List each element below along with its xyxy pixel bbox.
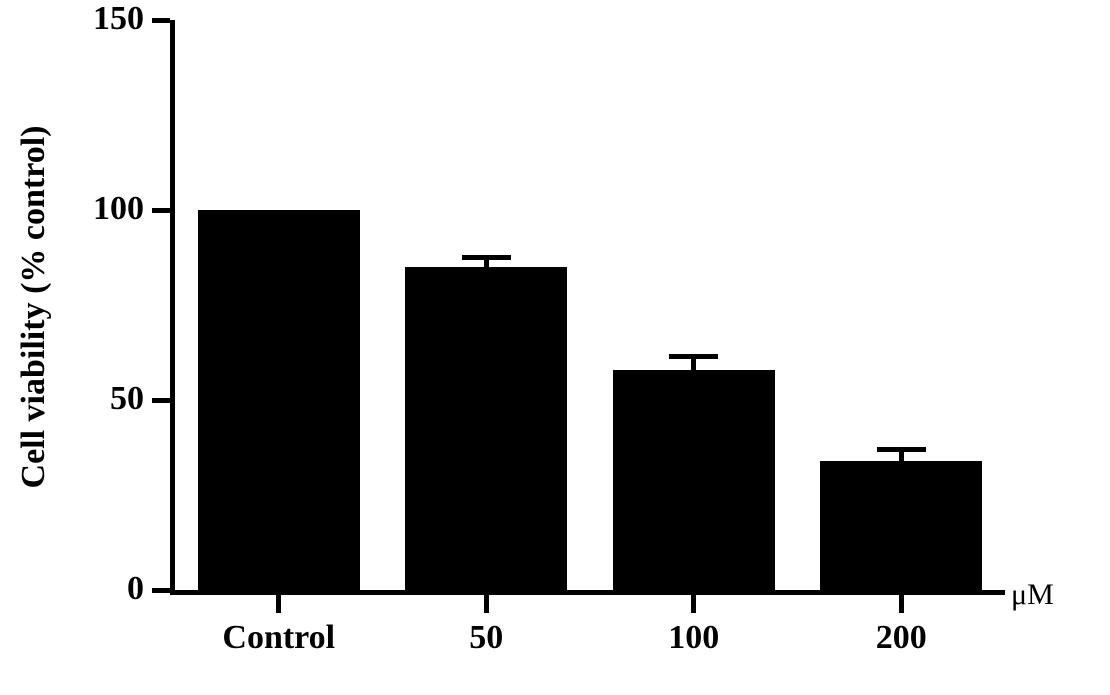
y-axis-line [170,20,175,595]
x-axis-unit: μM [1011,578,1054,612]
bar [405,267,567,590]
x-tick-label: Control [175,619,383,657]
error-bar-cap [877,447,926,452]
bar [613,370,775,590]
x-tick-label: 50 [383,619,591,657]
x-tick-label: 200 [798,619,1006,657]
error-bar-cap [669,354,718,359]
y-tick [152,208,170,213]
y-tick [152,18,170,23]
x-tick [276,595,281,613]
y-tick [152,398,170,403]
bar [820,461,982,590]
y-tick-label: 150 [64,0,144,38]
y-tick-label: 50 [64,380,144,418]
y-tick-label: 100 [64,190,144,228]
error-bar-cap [462,255,511,260]
bar [198,210,360,590]
x-tick [484,595,489,613]
y-axis-title: Cell viability (% control) [15,7,53,607]
x-tick-label: 100 [590,619,798,657]
x-axis-line [170,590,1005,595]
y-tick [152,588,170,593]
y-tick-label: 0 [64,570,144,608]
x-tick [899,595,904,613]
x-tick [691,595,696,613]
